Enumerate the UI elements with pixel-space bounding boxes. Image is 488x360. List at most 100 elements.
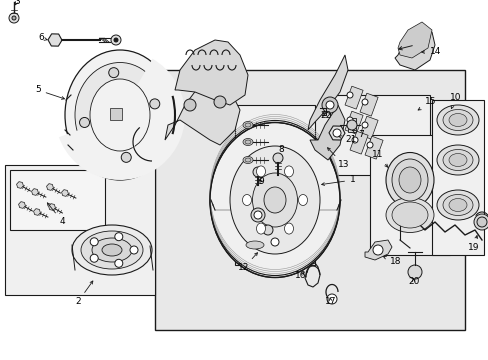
Ellipse shape bbox=[72, 225, 152, 275]
Circle shape bbox=[270, 238, 279, 246]
Circle shape bbox=[115, 233, 122, 241]
Bar bbox=[345, 111, 363, 134]
Bar bbox=[359, 116, 377, 139]
Circle shape bbox=[214, 96, 225, 108]
Ellipse shape bbox=[65, 50, 175, 180]
Ellipse shape bbox=[243, 121, 252, 129]
Bar bbox=[369, 135, 449, 255]
Circle shape bbox=[130, 246, 138, 254]
Text: 16: 16 bbox=[294, 270, 306, 279]
Ellipse shape bbox=[102, 244, 122, 256]
Circle shape bbox=[90, 254, 98, 262]
Circle shape bbox=[346, 117, 352, 123]
Text: 20: 20 bbox=[407, 278, 419, 287]
Text: 22: 22 bbox=[319, 112, 330, 121]
Bar bbox=[10, 170, 105, 230]
Ellipse shape bbox=[244, 140, 250, 144]
Text: 12: 12 bbox=[238, 253, 257, 273]
Polygon shape bbox=[394, 30, 434, 70]
Ellipse shape bbox=[256, 223, 265, 234]
Polygon shape bbox=[397, 22, 431, 58]
Polygon shape bbox=[307, 55, 347, 130]
Text: 15: 15 bbox=[417, 98, 436, 110]
Ellipse shape bbox=[90, 79, 150, 151]
Circle shape bbox=[326, 294, 336, 304]
Ellipse shape bbox=[436, 105, 478, 135]
Text: 5: 5 bbox=[35, 85, 64, 99]
Polygon shape bbox=[175, 40, 247, 105]
Text: 18: 18 bbox=[383, 256, 401, 266]
Bar bbox=[364, 136, 382, 159]
Circle shape bbox=[114, 38, 118, 42]
Ellipse shape bbox=[244, 123, 250, 127]
Circle shape bbox=[321, 97, 337, 113]
Circle shape bbox=[332, 129, 340, 137]
Circle shape bbox=[80, 117, 89, 127]
Ellipse shape bbox=[209, 122, 339, 278]
Circle shape bbox=[325, 101, 333, 109]
Ellipse shape bbox=[243, 157, 252, 163]
Ellipse shape bbox=[448, 113, 466, 126]
Text: 2: 2 bbox=[75, 281, 93, 306]
Ellipse shape bbox=[256, 166, 265, 177]
Text: 13: 13 bbox=[327, 148, 349, 170]
Circle shape bbox=[90, 238, 98, 246]
Ellipse shape bbox=[242, 194, 251, 206]
Text: 8: 8 bbox=[278, 145, 283, 154]
Text: 10: 10 bbox=[449, 94, 461, 109]
Polygon shape bbox=[164, 80, 240, 145]
Bar bbox=[359, 93, 377, 116]
Circle shape bbox=[372, 245, 382, 255]
Ellipse shape bbox=[436, 190, 478, 220]
Bar bbox=[155, 70, 464, 330]
Bar bbox=[110, 108, 122, 120]
Ellipse shape bbox=[252, 173, 297, 227]
Circle shape bbox=[366, 142, 372, 148]
Bar bbox=[235, 105, 314, 265]
Circle shape bbox=[252, 167, 263, 177]
Ellipse shape bbox=[391, 202, 427, 228]
Circle shape bbox=[361, 122, 367, 128]
Bar bbox=[349, 131, 367, 154]
Circle shape bbox=[476, 217, 486, 227]
Circle shape bbox=[183, 99, 196, 111]
Bar bbox=[5, 165, 155, 295]
Ellipse shape bbox=[442, 149, 472, 171]
Bar bbox=[347, 118, 355, 132]
Circle shape bbox=[111, 35, 121, 45]
Ellipse shape bbox=[391, 159, 427, 201]
Circle shape bbox=[346, 120, 356, 130]
Circle shape bbox=[250, 208, 264, 222]
Text: 3: 3 bbox=[14, 0, 20, 6]
Ellipse shape bbox=[244, 158, 250, 162]
Polygon shape bbox=[364, 240, 391, 260]
Circle shape bbox=[361, 99, 367, 105]
Wedge shape bbox=[59, 59, 184, 180]
Ellipse shape bbox=[442, 109, 472, 130]
Ellipse shape bbox=[81, 231, 142, 269]
Circle shape bbox=[121, 152, 131, 162]
Circle shape bbox=[12, 16, 16, 20]
Bar bbox=[431, 100, 483, 255]
Polygon shape bbox=[309, 105, 345, 160]
Ellipse shape bbox=[229, 146, 319, 254]
Text: 17: 17 bbox=[325, 297, 336, 306]
Ellipse shape bbox=[298, 194, 307, 206]
Circle shape bbox=[263, 225, 272, 235]
Ellipse shape bbox=[385, 198, 433, 233]
Circle shape bbox=[149, 99, 160, 109]
Ellipse shape bbox=[243, 139, 252, 145]
Ellipse shape bbox=[264, 187, 285, 213]
Ellipse shape bbox=[448, 198, 466, 211]
Circle shape bbox=[253, 211, 262, 219]
Text: 1: 1 bbox=[321, 175, 355, 185]
Ellipse shape bbox=[448, 153, 466, 166]
Circle shape bbox=[115, 259, 122, 267]
Circle shape bbox=[346, 92, 352, 98]
Ellipse shape bbox=[385, 153, 433, 207]
Ellipse shape bbox=[92, 238, 132, 262]
Text: 19: 19 bbox=[467, 235, 479, 252]
Circle shape bbox=[108, 68, 119, 78]
Ellipse shape bbox=[436, 145, 478, 175]
Ellipse shape bbox=[398, 167, 420, 193]
